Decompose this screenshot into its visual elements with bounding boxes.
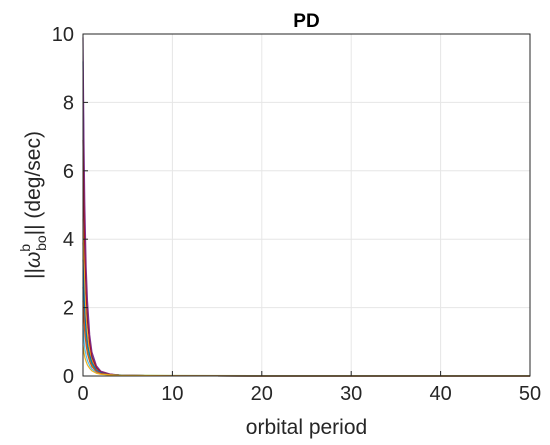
- y-axis-label-suffix: || (deg/sec): [22, 131, 45, 235]
- x-tick-labels: 0 10 20 30 40 50: [77, 383, 541, 405]
- x-tick-label: 40: [429, 383, 451, 405]
- y-tick-label: 0: [63, 366, 74, 388]
- x-tick-label: 0: [77, 383, 88, 405]
- x-tick-label: 20: [251, 383, 273, 405]
- y-tick-label: 6: [63, 161, 74, 183]
- plot-area-background: [83, 34, 530, 376]
- x-axis-label: orbital period: [246, 416, 367, 439]
- y-tick-label: 2: [63, 298, 74, 320]
- y-axis-label-superscript: b: [17, 244, 33, 252]
- y-axis-label-prefix: ||: [22, 268, 45, 279]
- y-tick-label: 10: [52, 24, 74, 46]
- axes-box: [82, 33, 531, 377]
- y-axis-label-symbol: ω: [22, 252, 45, 268]
- chart-title: PD: [293, 11, 319, 32]
- y-tick-label: 4: [63, 229, 74, 251]
- tick-marks: [82, 33, 531, 377]
- x-tick-label: 10: [161, 383, 183, 405]
- y-tick-labels: 0 2 4 6 8 10: [52, 24, 74, 388]
- y-axis-label-subscript: bo: [33, 235, 49, 251]
- x-tick-label: 50: [519, 383, 541, 405]
- y-tick-label: 8: [63, 92, 74, 114]
- svg-text:||ωbbo|| (deg/sec): ||ωbbo|| (deg/sec): [17, 131, 49, 279]
- y-axis-label: ||ωbbo|| (deg/sec): [17, 131, 49, 279]
- x-tick-label: 30: [340, 383, 362, 405]
